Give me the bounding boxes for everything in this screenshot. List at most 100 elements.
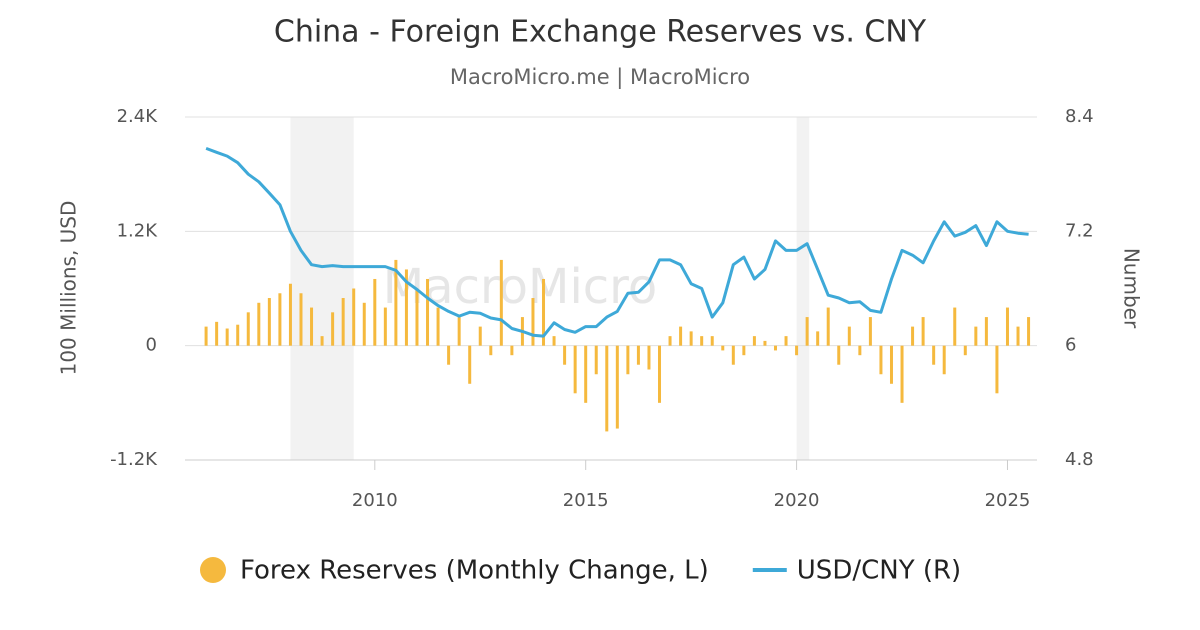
bar [615,345,619,429]
bar [731,345,735,365]
bar [995,345,999,394]
bar [310,307,314,346]
bar [415,288,419,346]
bar [320,336,324,346]
bar [331,312,335,346]
x-tick-label: 2025 [985,490,1031,511]
bar [805,317,809,346]
bar [826,307,830,346]
bar [658,345,662,403]
legend-marker [200,557,226,583]
bar [858,345,862,356]
bar [984,317,988,346]
bar [341,298,345,346]
bar [974,326,978,346]
bar [679,326,683,346]
bar [278,293,282,346]
bar [721,345,725,351]
bar [510,345,514,356]
bar [879,345,883,375]
chart-subtitle: MacroMicro.me | MacroMicro [450,65,750,90]
bar [257,302,261,346]
bar [594,345,598,375]
bar [742,345,746,356]
bar [752,336,756,346]
y2-tick-label: 8.4 [1065,106,1094,127]
bar [900,345,904,403]
bar [953,307,957,346]
bar [889,345,893,384]
bar [773,345,777,351]
bar [288,283,292,346]
y-tick-label: -1.2K [110,449,158,470]
legend-label: USD/CNY (R) [797,556,961,586]
shaded-period [290,117,354,460]
bar [225,328,229,346]
bar [763,340,767,346]
bar [584,345,588,403]
y2-tick-label: 4.8 [1065,449,1094,470]
x-tick-label: 2020 [774,490,820,511]
bar [394,259,398,346]
bar [552,336,556,346]
bar [689,331,693,346]
y2-tick-label: 6 [1065,335,1076,356]
y-axis-label: 100 Millions, USD [57,201,81,376]
bar [457,317,461,346]
bar [816,331,820,346]
bar [1016,326,1020,346]
y-tick-label: 1.2K [117,220,159,241]
bar [795,345,799,356]
bar [911,326,915,346]
bar [204,326,208,346]
bar [299,293,303,346]
bar [447,345,451,365]
x-tick-label: 2010 [352,490,398,511]
bar [837,345,841,365]
bar [426,278,430,346]
bar [531,298,535,346]
bar [868,317,872,346]
y2-tick-label: 7.2 [1065,220,1094,241]
bar [352,288,356,346]
bar [362,302,366,346]
bar [573,345,577,394]
bar [921,317,925,346]
bar [499,259,503,346]
bar [383,307,387,346]
bar [489,345,493,356]
bar [1027,317,1031,346]
bar [1005,307,1009,346]
bar [563,345,567,365]
bar [542,278,546,346]
shaded-period [796,117,810,460]
bar [267,298,271,346]
bar [246,312,250,346]
bar [605,345,609,432]
y2-axis-label: Number [1120,248,1144,329]
y-tick-label: 0 [146,335,157,356]
bar [700,336,704,346]
bar [478,326,482,346]
bar [847,326,851,346]
bar [647,345,651,370]
line [205,146,1029,338]
bar [373,278,377,346]
legend-label: Forex Reserves (Monthly Change, L) [240,556,709,586]
bar [668,336,672,346]
bar [963,345,967,356]
chart-title: China - Foreign Exchange Reserves vs. CN… [274,15,927,50]
bar [215,321,219,346]
bar [784,336,788,346]
bar [404,269,408,346]
bar [636,345,640,365]
watermark: MacroMicro [383,259,657,315]
x-tick-label: 2015 [563,490,609,511]
y-tick-label: 2.4K [117,106,159,127]
bar [468,345,472,384]
bar [436,307,440,346]
bar [236,324,240,346]
bar [626,345,630,375]
bar [942,345,946,375]
